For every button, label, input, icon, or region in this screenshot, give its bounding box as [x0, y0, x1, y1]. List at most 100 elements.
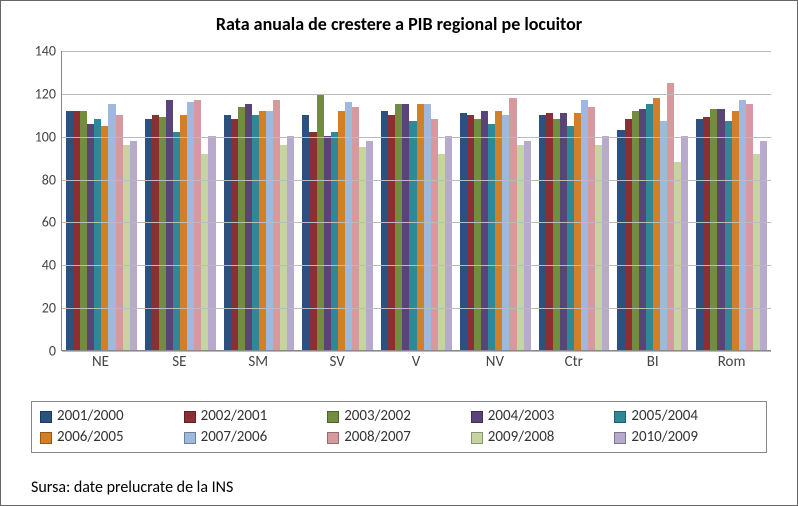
bar: [467, 115, 474, 350]
bar-group: [456, 51, 535, 350]
x-axis-labels: NESESMSVVNVCtrBIRom: [61, 353, 771, 371]
bar: [617, 130, 624, 350]
bar-group: [377, 51, 456, 350]
bar: [345, 102, 352, 350]
bar: [381, 111, 388, 350]
bar: [395, 104, 402, 350]
bar-groups: [62, 51, 771, 350]
bar: [539, 115, 546, 350]
bar: [331, 132, 338, 350]
bar: [445, 136, 452, 350]
bar: [488, 124, 495, 350]
gridline: [62, 265, 771, 266]
bar-group: [692, 51, 771, 350]
legend-swatch: [184, 432, 196, 444]
bar-group: [613, 51, 692, 350]
y-tick-label: 20: [22, 300, 56, 317]
bar: [625, 119, 632, 350]
bar: [359, 147, 366, 350]
y-tick-label: 0: [22, 343, 56, 360]
bar: [753, 154, 760, 350]
bar: [152, 115, 159, 350]
y-tick-label: 140: [22, 43, 56, 60]
bar: [574, 113, 581, 350]
legend-swatch: [40, 411, 52, 423]
bar: [417, 104, 424, 350]
source-label: Sursa: date prelucrate de la INS: [31, 478, 233, 497]
bar: [338, 111, 345, 350]
chart-title: Rata anuala de crestere a PIB regional p…: [1, 1, 797, 43]
legend-item: 2005/2004: [614, 406, 758, 427]
bar: [252, 115, 259, 350]
bar: [502, 115, 509, 350]
bar: [710, 109, 717, 350]
bar-group: [141, 51, 220, 350]
y-tick-label: 60: [22, 214, 56, 231]
bar: [245, 104, 252, 350]
bar: [238, 107, 245, 350]
bar: [474, 119, 481, 350]
legend-label: 2008/2007: [344, 427, 411, 448]
x-tick-label: V: [377, 353, 456, 371]
bar: [73, 111, 80, 350]
y-tick-label: 120: [22, 85, 56, 102]
legend-label: 2007/2006: [201, 427, 268, 448]
bar: [524, 141, 531, 350]
bar: [302, 115, 309, 350]
legend-swatch: [471, 411, 483, 423]
bar: [667, 83, 674, 350]
bar: [180, 115, 187, 350]
legend-swatch: [471, 432, 483, 444]
bar: [717, 109, 724, 350]
bar: [409, 121, 416, 350]
bar: [116, 115, 123, 350]
bar: [173, 132, 180, 350]
bar: [287, 136, 294, 350]
legend-label: 2010/2009: [631, 427, 698, 448]
x-tick-label: SE: [140, 353, 219, 371]
legend-label: 2001/2000: [57, 406, 124, 427]
x-tick-label: BI: [613, 353, 692, 371]
bar-group: [62, 51, 141, 350]
bar: [366, 141, 373, 350]
bar: [159, 117, 166, 350]
bar: [80, 111, 87, 350]
legend-item: 2008/2007: [327, 427, 471, 448]
bar: [324, 136, 331, 350]
bar: [266, 111, 273, 350]
legend-item: 2003/2002: [327, 406, 471, 427]
bar: [546, 113, 553, 350]
legend-swatch: [614, 411, 626, 423]
gridline: [62, 351, 771, 352]
bar: [746, 104, 753, 350]
bar: [639, 109, 646, 350]
legend-item: 2002/2001: [184, 406, 328, 427]
legend-label: 2004/2003: [488, 406, 555, 427]
bar: [201, 154, 208, 350]
bar: [595, 145, 602, 350]
x-tick-label: NV: [455, 353, 534, 371]
bar: [681, 136, 688, 350]
legend-label: 2006/2005: [57, 427, 124, 448]
bar: [481, 111, 488, 350]
bar: [660, 121, 667, 350]
bar: [760, 141, 767, 350]
bar: [602, 136, 609, 350]
bar: [517, 145, 524, 350]
legend-label: 2005/2004: [631, 406, 698, 427]
bar: [231, 119, 238, 350]
bar: [438, 154, 445, 350]
gridline: [62, 94, 771, 95]
bar: [588, 107, 595, 350]
legend-item: 2007/2006: [184, 427, 328, 448]
x-tick-label: NE: [61, 353, 140, 371]
bar-group: [298, 51, 377, 350]
bar: [696, 119, 703, 350]
gridline: [62, 137, 771, 138]
bar: [553, 119, 560, 350]
bar: [94, 119, 101, 350]
bar: [431, 119, 438, 350]
legend: 2001/2000 2002/20012003/2002 2004/2003 2005…: [31, 401, 767, 453]
bar-group: [220, 51, 299, 350]
bar: [208, 136, 215, 350]
